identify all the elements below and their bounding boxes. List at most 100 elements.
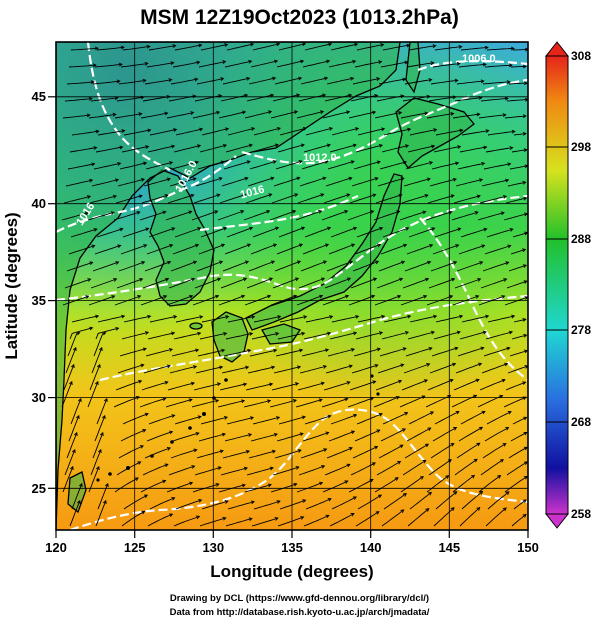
streamline-arrowhead [426, 94, 431, 99]
streamline [304, 415, 331, 425]
streamline-arrowhead [220, 160, 225, 165]
streamline-arrowhead [163, 294, 168, 299]
streamline-arrowhead [166, 364, 171, 369]
streamline-arrowhead [266, 399, 272, 404]
streamline [201, 128, 229, 136]
streamline [277, 516, 304, 527]
streamline-arrowhead [328, 126, 333, 131]
streamline-arrowhead [504, 362, 509, 367]
streamline [165, 210, 192, 221]
streamline-arrowhead [91, 162, 96, 167]
streamline [148, 414, 175, 425]
streamline [142, 278, 169, 289]
streamline-arrowhead [327, 497, 332, 502]
streamline-arrowhead [76, 414, 80, 420]
streamline-arrowhead [321, 277, 326, 282]
streamline-arrowhead [139, 445, 144, 449]
streamline [326, 447, 353, 459]
streamline [96, 228, 123, 238]
shikoku-coastline [261, 323, 301, 345]
streamline-arrowhead [354, 127, 360, 131]
streamline [451, 211, 479, 221]
streamline-arrowhead [455, 244, 460, 248]
streamline-arrowhead [115, 261, 120, 265]
streamline [248, 260, 275, 272]
y-tick-label: 30 [32, 390, 46, 405]
y-axis-label: Latitude (degrees) [2, 212, 21, 359]
streamline [194, 466, 222, 476]
streamline-arrowhead [300, 516, 305, 520]
streamline-arrowhead [195, 348, 200, 353]
streamline-arrowhead [425, 277, 430, 282]
streamline [331, 315, 359, 323]
streamline-arrowhead [195, 431, 200, 436]
streamline-arrowhead [497, 475, 502, 479]
streamline [427, 379, 454, 391]
streamline-arrowhead [476, 442, 481, 447]
streamline [328, 60, 356, 68]
streamline-arrowhead [90, 80, 95, 85]
streamline-arrowhead [171, 227, 176, 231]
streamline-arrowhead [217, 277, 222, 282]
chart-title: MSM 12Z19Oct2023 (1013.2hPa) [140, 6, 459, 29]
streamline-arrowhead [94, 46, 99, 51]
streamline [166, 482, 193, 493]
map-plot: 1006.0 1012.0 1016.0 1016 1016 [56, 42, 528, 530]
streamline [328, 243, 355, 255]
streamline [248, 450, 276, 459]
streamline-arrowhead [428, 346, 433, 351]
colorbar-tick-label: 268 [571, 415, 591, 429]
streamline [482, 443, 507, 459]
streamline [407, 331, 435, 340]
streamline [199, 517, 226, 527]
streamline [64, 449, 76, 476]
streamline-arrowhead [110, 211, 115, 215]
streamline-arrowhead [191, 465, 196, 469]
isobar-label-1006: 1006.0 [462, 53, 496, 65]
streamline-arrowhead [224, 127, 230, 132]
streamline [454, 278, 481, 289]
streamline-arrowhead [347, 277, 352, 282]
streamline [433, 331, 461, 340]
streamline-arrowhead [215, 482, 220, 487]
streamline [454, 458, 478, 476]
streamline-arrowhead [250, 42, 255, 47]
streamline [503, 213, 528, 221]
streamline [352, 446, 378, 459]
streamline [121, 145, 149, 153]
streamline-arrowhead [322, 260, 328, 264]
streamline-arrowhead [95, 129, 100, 134]
streamline-arrowhead [407, 314, 412, 319]
streamline-arrowhead [348, 176, 353, 181]
streamline [201, 316, 229, 323]
streamline [271, 382, 299, 391]
streamline [223, 160, 251, 170]
streamline-arrowhead [456, 330, 461, 335]
streamline [330, 43, 358, 51]
streamline-arrowhead [294, 382, 300, 386]
streamline [96, 46, 124, 51]
streamline-arrowhead [117, 244, 122, 249]
streamline [221, 177, 248, 187]
streamline [167, 194, 194, 204]
streamline-arrowhead [169, 430, 174, 435]
streamline-arrowhead [249, 226, 254, 231]
streamline [139, 211, 166, 221]
streamline-arrowhead [348, 260, 354, 265]
streamline [461, 315, 489, 323]
streamline [357, 315, 385, 323]
streamline-arrowhead [214, 210, 219, 214]
streamline [249, 160, 277, 170]
streamline [246, 277, 273, 289]
streamline-arrowhead [370, 210, 375, 214]
lat-lon-grid [56, 42, 528, 530]
streamline-arrowhead [454, 78, 459, 83]
streamline [433, 507, 455, 527]
colorbar-bottom-triangle [544, 513, 570, 529]
streamline-arrowhead [319, 294, 324, 299]
streamline [457, 162, 485, 170]
streamline [487, 130, 515, 136]
streamline [507, 365, 528, 374]
streamline-arrowhead [475, 295, 480, 299]
streamline-arrowhead [403, 243, 408, 248]
